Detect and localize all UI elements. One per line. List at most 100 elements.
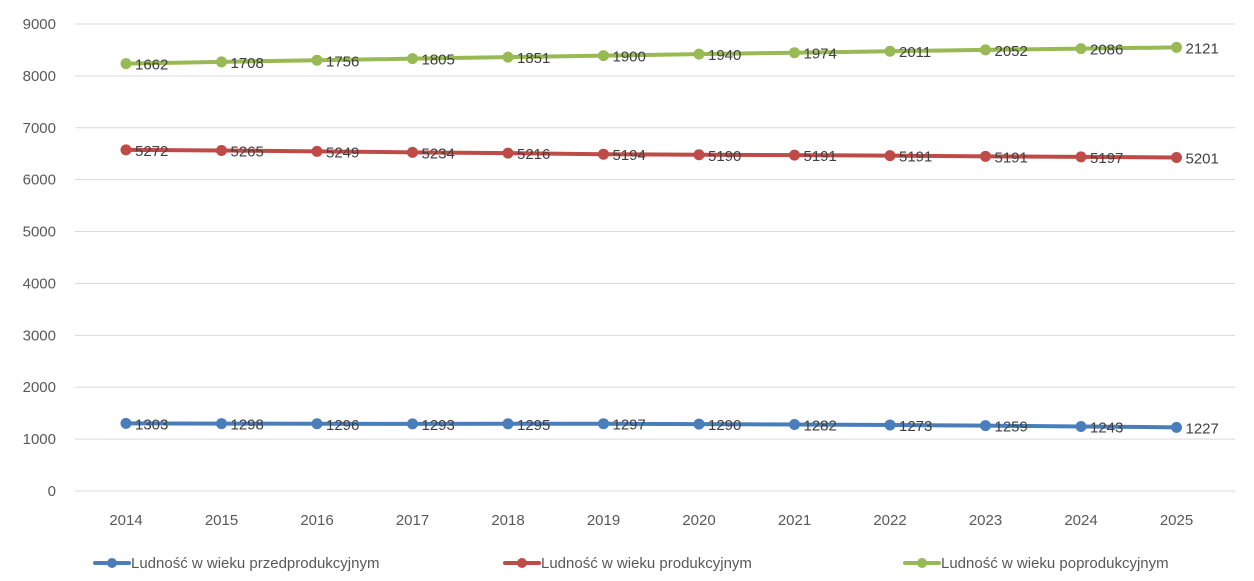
data-label: 2086	[1090, 42, 1123, 59]
x-tick-label: 2020	[682, 512, 715, 529]
data-point	[311, 145, 323, 157]
data-label: 1298	[231, 417, 264, 434]
data-point	[598, 148, 609, 160]
y-tick-label: 1000	[23, 431, 56, 448]
data-label: 1227	[1186, 420, 1219, 437]
y-tick-label: 2000	[23, 379, 56, 396]
data-label: 5191	[899, 149, 932, 166]
x-tick-label: 2018	[491, 512, 524, 529]
data-label: 2052	[995, 43, 1028, 60]
x-tick-label: 2016	[300, 512, 333, 529]
x-tick-label: 2019	[587, 512, 620, 529]
x-tick-label: 2015	[205, 512, 238, 529]
x-tick-label: 2024	[1064, 512, 1097, 529]
legend-item: Ludność w wieku przedprodukcyjnym	[93, 555, 379, 572]
data-label: 1708	[231, 55, 264, 72]
data-label: 2011	[899, 44, 931, 61]
data-point	[216, 418, 227, 430]
legend-item: Ludność w wieku produkcyjnym	[503, 555, 752, 572]
data-point	[693, 418, 705, 430]
data-label: 1303	[135, 416, 168, 433]
series	[120, 41, 1182, 433]
data-label: 1259	[995, 419, 1028, 436]
data-label: 1290	[708, 417, 741, 434]
data-point	[884, 419, 896, 431]
data-label: 5249	[326, 144, 359, 161]
axes: 0 1000 2000 3000 4000 5000 6000 7000 8000 9000 201…	[23, 16, 1194, 529]
series-line	[124, 147, 1179, 160]
data-point	[1171, 151, 1182, 163]
data-point	[216, 144, 227, 156]
gridlines	[75, 23, 1235, 492]
data-point	[789, 149, 800, 161]
legend-label: Ludność w wieku poprodukcyjnym	[941, 555, 1169, 572]
y-tick-label: 0	[48, 483, 56, 500]
x-tick-label: 2014	[109, 512, 142, 529]
data-point	[980, 150, 991, 162]
legend-label: Ludność w wieku produkcyjnym	[541, 555, 752, 572]
data-point	[1075, 421, 1087, 433]
legend-item: Ludność w wieku poprodukcyjnym	[903, 555, 1169, 572]
legend-label: Ludność w wieku przedprodukcyjnym	[131, 555, 379, 572]
y-tick-label: 7000	[23, 120, 56, 137]
data-label: 1282	[804, 417, 837, 434]
data-point	[120, 58, 132, 70]
data-point	[789, 418, 800, 430]
data-label: 5272	[135, 143, 168, 160]
data-point	[311, 54, 323, 66]
data-label: 5201	[1186, 150, 1219, 167]
data-label: 5194	[613, 147, 646, 164]
data-point	[693, 149, 705, 161]
data-point	[311, 418, 323, 430]
x-tick-label: 2017	[396, 512, 429, 529]
data-point	[1075, 43, 1087, 55]
data-label: 1295	[517, 417, 550, 434]
data-label: 5190	[708, 148, 741, 165]
data-point	[980, 44, 991, 56]
data-point	[407, 53, 418, 65]
data-point	[693, 48, 705, 60]
data-point	[1171, 41, 1182, 53]
x-tick-label: 2023	[969, 512, 1002, 529]
data-label: 1756	[326, 53, 359, 70]
y-tick-label: 6000	[23, 172, 56, 189]
data-point	[216, 56, 227, 68]
legend-marker-dot	[517, 558, 527, 568]
data-point	[598, 50, 609, 62]
legend-marker-dot	[917, 558, 927, 568]
data-point	[1171, 421, 1182, 433]
y-tick-label: 9000	[23, 16, 56, 33]
data-label: 5197	[1090, 150, 1123, 167]
data-label: 5234	[422, 145, 455, 162]
data-label: 5216	[517, 146, 550, 163]
data-label: 1662	[135, 57, 168, 74]
data-label: 1273	[899, 418, 932, 435]
data-label: 5265	[231, 143, 264, 160]
data-point	[1075, 151, 1087, 163]
data-point	[502, 418, 514, 430]
y-tick-label: 8000	[23, 68, 56, 85]
data-label: 1293	[422, 417, 455, 434]
data-label: 1805	[422, 52, 455, 69]
data-point	[980, 420, 991, 432]
data-label: 2121	[1186, 40, 1219, 57]
data-label: 5191	[804, 148, 837, 165]
y-tick-label: 4000	[23, 275, 56, 292]
data-labels: 1303 1298 1296 1293 1295 1297 1290 1282 1273 1259…	[135, 40, 1219, 437]
x-tick-label: 2021	[778, 512, 811, 529]
series-line	[124, 421, 1179, 430]
data-point	[884, 45, 896, 57]
series-line	[124, 45, 1179, 66]
legend: Ludność w wieku przedprodukcyjnym Ludność…	[93, 555, 1169, 572]
data-label: 1297	[613, 417, 646, 434]
data-point	[407, 418, 418, 430]
data-point	[789, 47, 800, 59]
data-label: 5191	[995, 149, 1028, 166]
data-point	[598, 418, 609, 430]
data-point	[502, 51, 514, 63]
legend-marker-dot	[107, 558, 117, 568]
x-tick-label: 2025	[1160, 512, 1193, 529]
data-point	[407, 146, 418, 158]
